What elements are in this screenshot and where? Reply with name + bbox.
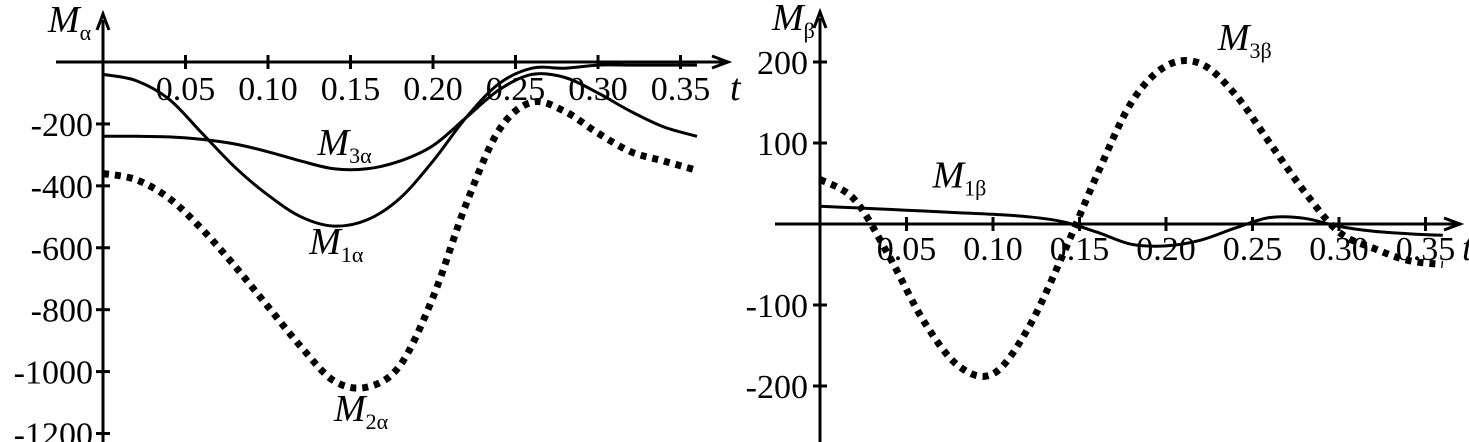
series-label-M3α-sub: 3α [349,143,372,168]
x-axis-arrow [711,54,733,70]
series-line-M3β [818,57,1444,380]
y-axis-label-base: M [771,0,806,39]
x-axis-label: t [1462,227,1469,269]
series-label-M1α: M1α [308,221,364,267]
series-label-M1β-sub: 1β [964,176,986,201]
y-tick-label: 100 [757,126,808,163]
series-label-M2α-sub: 2α [366,409,389,434]
x-tick-label: 0.35 [1396,231,1456,268]
y-axis-label: Mα [47,0,92,45]
chart-panel-1: 0.05 0.10 0.15 0.20 0.25 0.30 0.35 t-200-400-60… [14,0,742,442]
series-label-M3β: M3β [1217,17,1272,63]
series-label-M3α-base: M [317,122,352,164]
series-label-M1β: M1β [931,155,986,201]
y-tick-label: -1200 [14,417,93,442]
series-line-M3α [102,72,698,172]
x-tick-label: 0.20 [1136,231,1196,268]
y-tick-label: -400 [31,169,93,206]
series-label-M2α: M2α [333,388,389,434]
y-axis-label-base: M [47,0,82,41]
series-label-M1α-base: M [308,221,343,263]
x-tick-label: 0.15 [1050,231,1110,268]
x-tick-label: 0.05 [156,71,216,108]
y-tick-label: -200 [31,107,93,144]
chart-panel-2: 0.050.100.150.200.250.300.35t200100-100-… [746,0,1469,442]
y-axis-label-sub: β [804,18,815,43]
y-tick-label: -800 [31,293,93,330]
series-line-M1β [819,204,1443,248]
y-tick-label: -200 [746,369,808,406]
y-axis-label: Mβ [771,0,815,43]
x-tick-label: 0.10 [963,231,1023,268]
series-label-M2α-base: M [333,388,368,430]
x-tick-label: 0.30 [568,71,628,108]
y-tick-label: -100 [746,288,808,325]
x-tick-label: 0.10 [238,71,298,108]
series-label-M3α: M3α [317,122,373,168]
x-tick-label: 0.35 [651,71,711,108]
series-label-M3β-base: M [1217,17,1252,59]
y-axis-arrow [812,7,828,29]
series-label-M1α-sub: 1α [341,242,364,267]
y-tick-label: 200 [757,45,808,82]
series-line-M1α [102,63,697,228]
y-axis-label-sub: α [80,20,92,45]
x-axis-arrow [1443,216,1465,232]
series-label-M3β-sub: 3β [1250,38,1272,63]
x-axis-label: t [730,67,742,109]
x-tick-label: 0.20 [403,71,463,108]
x-tick-label: 0.25 [1223,231,1283,268]
series-line-M2α [102,98,698,392]
x-tick-label: 0.15 [321,71,381,108]
y-axis-arrow [95,9,111,31]
x-tick-label: 0.30 [1309,231,1369,268]
y-tick-label: -1000 [14,355,93,392]
y-tick-label: -600 [31,231,93,268]
series-label-M1β-base: M [931,155,966,197]
